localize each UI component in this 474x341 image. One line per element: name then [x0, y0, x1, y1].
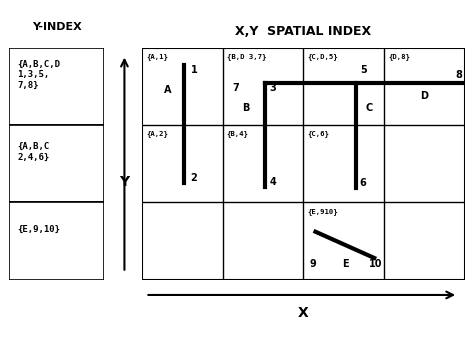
Text: {C,D,5}: {C,D,5}	[307, 53, 338, 60]
Text: B: B	[242, 103, 249, 113]
Text: 3: 3	[270, 83, 276, 92]
Text: 8: 8	[455, 70, 462, 80]
Text: 6: 6	[360, 178, 366, 189]
Text: {E,910}: {E,910}	[307, 208, 338, 214]
Text: {B,4}: {B,4}	[227, 131, 249, 137]
Text: 7: 7	[232, 83, 239, 92]
Text: {C,6}: {C,6}	[307, 131, 329, 137]
Text: X: X	[298, 306, 309, 320]
Text: A: A	[164, 85, 172, 95]
Bar	[9, 125, 104, 202]
Text: C: C	[366, 103, 373, 113]
Text: 5: 5	[360, 65, 367, 75]
Text: 2: 2	[191, 173, 197, 183]
Text: Y: Y	[119, 175, 129, 189]
Text: X,Y  SPATIAL INDEX: X,Y SPATIAL INDEX	[235, 25, 372, 38]
Text: {E,9,10}: {E,9,10}	[17, 225, 60, 234]
Text: 1: 1	[191, 65, 197, 75]
Text: {A,2}: {A,2}	[146, 131, 168, 137]
Text: {A,1}: {A,1}	[146, 53, 168, 60]
Text: {B,D 3,7}: {B,D 3,7}	[227, 53, 266, 60]
Text: E: E	[342, 259, 348, 269]
Bar	[9, 202, 104, 280]
Text: {A,B,C
2,4,6}: {A,B,C 2,4,6}	[17, 143, 49, 162]
Text: 4: 4	[270, 177, 276, 187]
Text: {D,8}: {D,8}	[388, 53, 410, 60]
Bar	[9, 48, 104, 125]
Text: Y-INDEX: Y-INDEX	[32, 21, 82, 31]
Text: {A,B,C,D
1,3,5,
7,8}: {A,B,C,D 1,3,5, 7,8}	[17, 60, 60, 90]
Text: 10: 10	[369, 259, 383, 269]
Text: 9: 9	[310, 259, 317, 269]
Text: D: D	[420, 91, 428, 101]
